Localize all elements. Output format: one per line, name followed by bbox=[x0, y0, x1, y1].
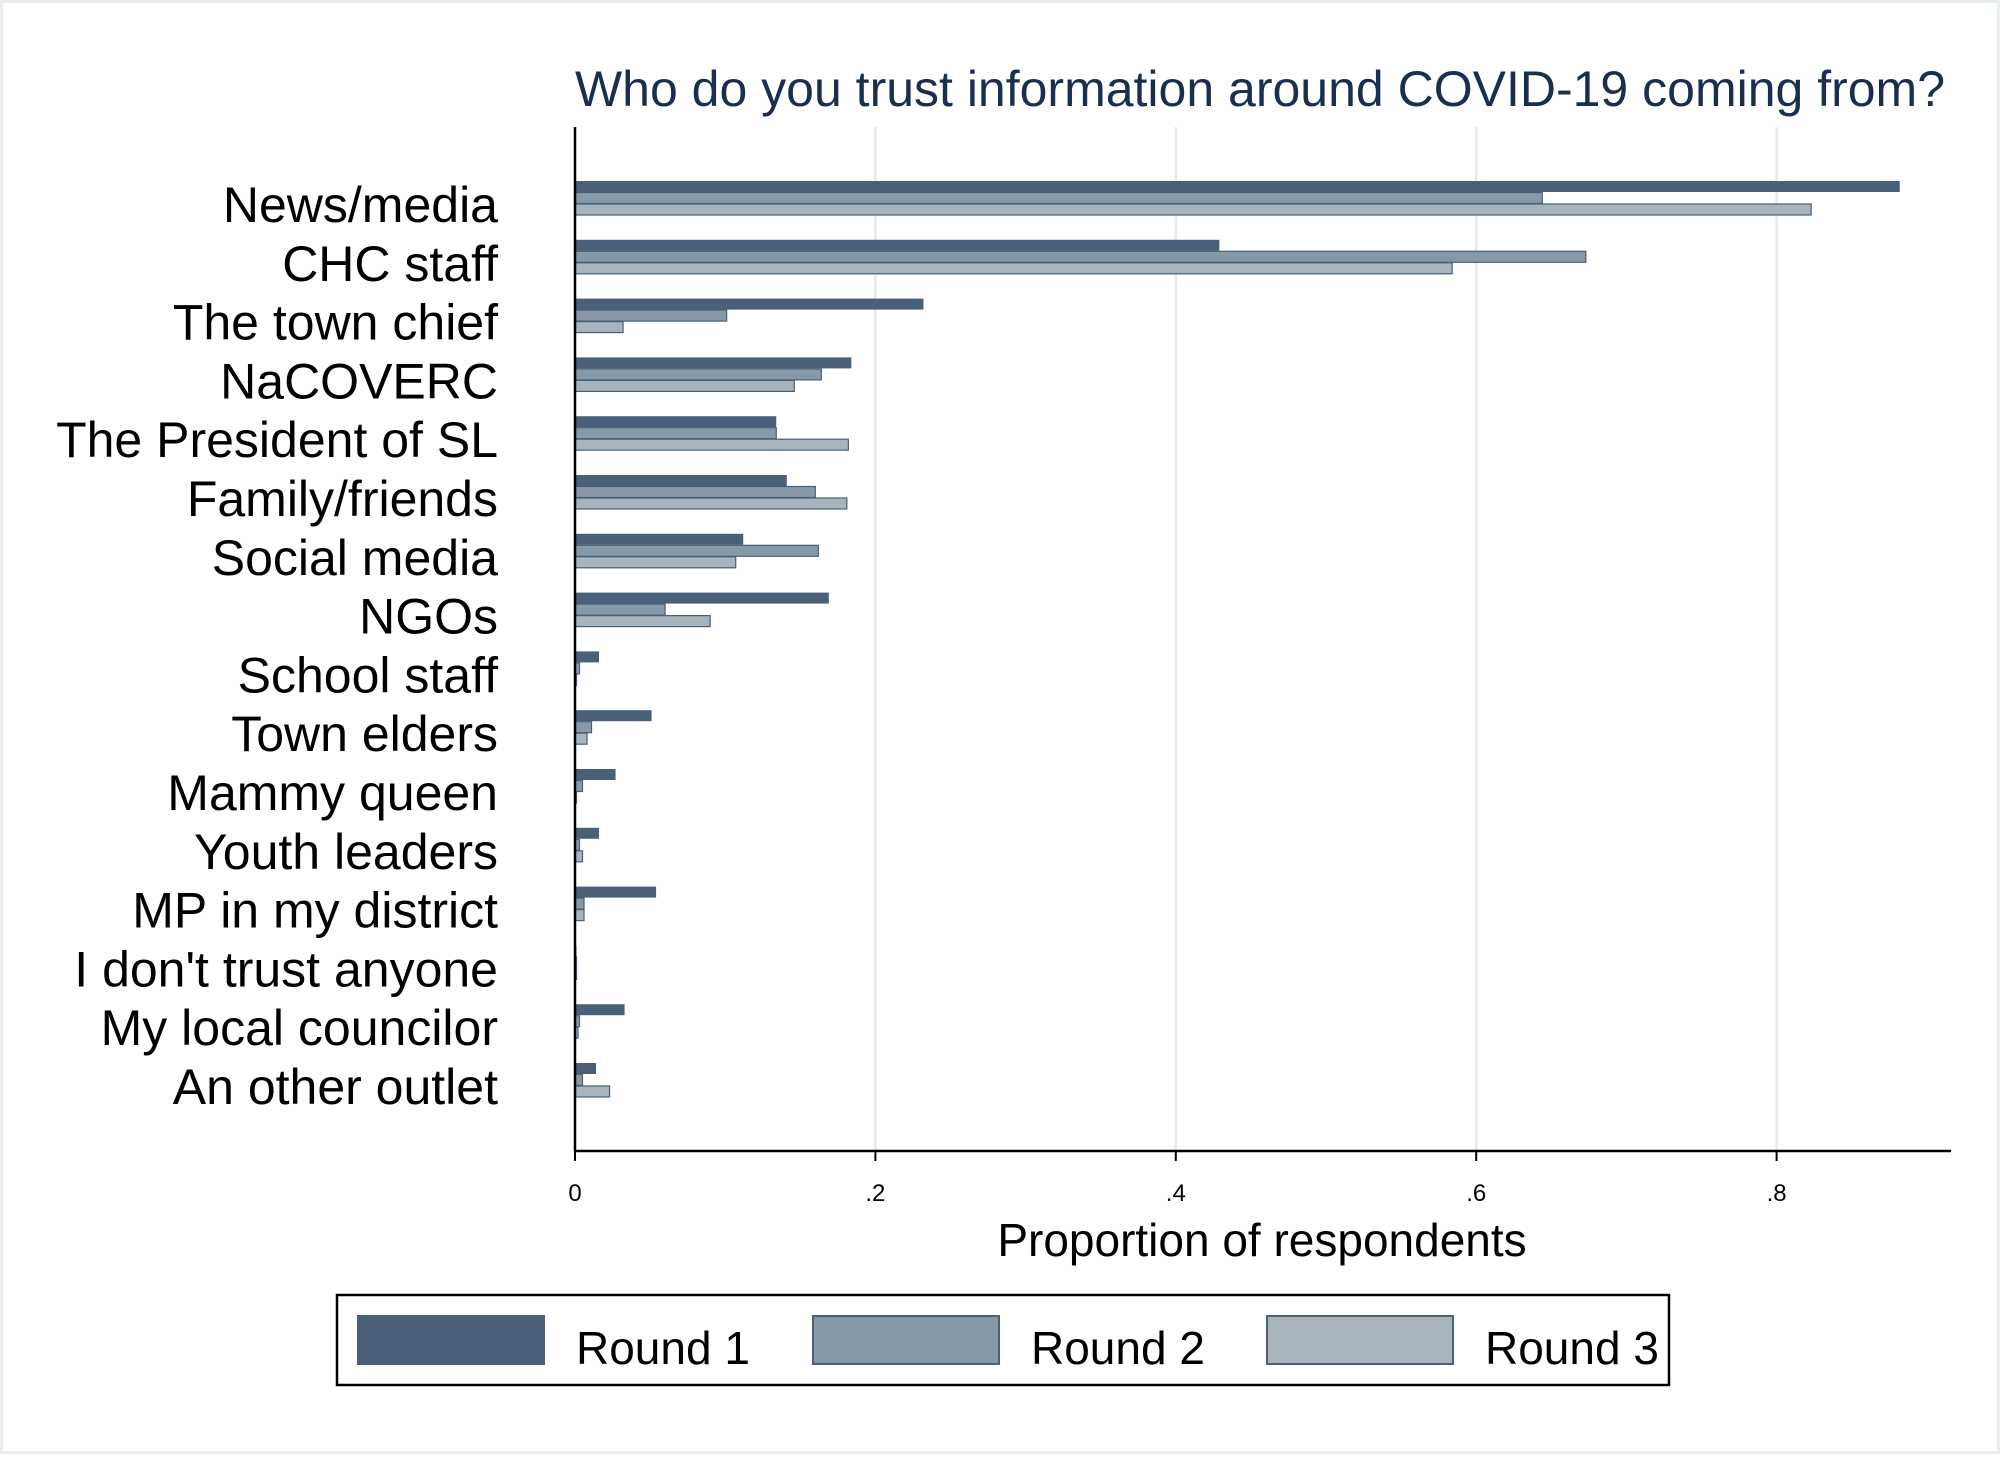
bar-round-3 bbox=[574, 732, 588, 745]
category-label: I don't trust anyone bbox=[74, 941, 498, 997]
bar-round-3 bbox=[574, 203, 1812, 216]
bar-round-1 bbox=[575, 181, 1900, 192]
bar-round-1 bbox=[575, 416, 777, 428]
bar-round-3 bbox=[574, 262, 1453, 275]
bar-round-3 bbox=[574, 556, 737, 569]
category-label: Youth leaders bbox=[194, 824, 498, 880]
bar-round-2 bbox=[574, 427, 777, 440]
bar-round-1 bbox=[575, 298, 924, 310]
x-tick-label: .4 bbox=[1166, 1180, 1186, 1207]
bar-round-2 bbox=[574, 485, 816, 499]
x-axis-ticks: 0 .2 .4 .6 .8 bbox=[568, 1151, 1787, 1207]
x-tick-label: .6 bbox=[1466, 1180, 1486, 1207]
bar-round-1 bbox=[575, 827, 600, 839]
bar-round-3 bbox=[574, 908, 585, 922]
category-label: Family/friends bbox=[187, 471, 498, 527]
category-label: An other outlet bbox=[173, 1059, 498, 1115]
bar-round-3 bbox=[574, 614, 711, 628]
category-label: News/media bbox=[223, 177, 498, 233]
bar-chart: Who do you trust information around COVI… bbox=[56, 61, 1951, 1387]
chart-title: Who do you trust information around COVI… bbox=[575, 61, 1945, 117]
category-label: Mammy queen bbox=[167, 765, 498, 821]
legend-key bbox=[357, 1315, 545, 1365]
bar-round-3 bbox=[574, 497, 848, 510]
legend-key bbox=[1266, 1315, 1454, 1365]
bar-round-1 bbox=[575, 1004, 625, 1016]
category-label: The town chief bbox=[173, 295, 498, 351]
category-label: MP in my district bbox=[132, 883, 498, 939]
bar-round-2 bbox=[574, 721, 593, 734]
bar-round-1 bbox=[575, 1063, 597, 1074]
bar-round-2 bbox=[574, 544, 819, 557]
x-tick-label: 0 bbox=[568, 1180, 581, 1207]
bar-round-3 bbox=[574, 379, 795, 392]
legend-key bbox=[812, 1315, 1000, 1365]
category-label: Social media bbox=[212, 530, 498, 586]
bar-round-2 bbox=[574, 603, 666, 616]
legend-label: Round 2 bbox=[1031, 1322, 1205, 1374]
legend-label: Round 3 bbox=[1485, 1322, 1659, 1374]
bar-round-1 bbox=[575, 592, 829, 604]
bar-round-2 bbox=[574, 191, 1543, 205]
x-axis-title: Proportion of respondents bbox=[997, 1214, 1526, 1266]
legend: Round 1 Round 2 Round 3 bbox=[357, 1315, 1659, 1374]
bar-round-3 bbox=[574, 1085, 611, 1098]
category-label: NGOs bbox=[359, 589, 498, 645]
category-label: Town elders bbox=[231, 706, 498, 762]
bar-round-3 bbox=[574, 438, 849, 451]
bar-round-1 bbox=[575, 533, 744, 545]
category-label: NaCOVERC bbox=[220, 353, 498, 409]
bar-round-2 bbox=[574, 309, 728, 322]
x-tick-label: .8 bbox=[1767, 1180, 1787, 1207]
category-label: My local councilor bbox=[101, 1000, 498, 1056]
bar-round-2 bbox=[574, 897, 585, 910]
bar-round-1 bbox=[575, 651, 600, 663]
bar-round-1 bbox=[575, 357, 852, 369]
gridlines bbox=[874, 127, 1778, 1151]
bar-round-1 bbox=[575, 710, 652, 722]
bar-round-1 bbox=[575, 475, 787, 486]
bars bbox=[574, 181, 1900, 1098]
bar-round-1 bbox=[575, 239, 1220, 251]
bar-round-2 bbox=[574, 368, 822, 381]
bar-round-3 bbox=[574, 321, 624, 334]
bar-round-1 bbox=[575, 886, 657, 898]
bar-round-2 bbox=[574, 250, 1587, 263]
x-tick-label: .2 bbox=[865, 1180, 885, 1207]
category-label: School staff bbox=[238, 647, 498, 703]
category-label: The President of SL bbox=[56, 412, 498, 468]
legend-label: Round 1 bbox=[576, 1322, 750, 1374]
category-label: CHC staff bbox=[282, 236, 498, 292]
bar-round-1 bbox=[575, 769, 616, 780]
